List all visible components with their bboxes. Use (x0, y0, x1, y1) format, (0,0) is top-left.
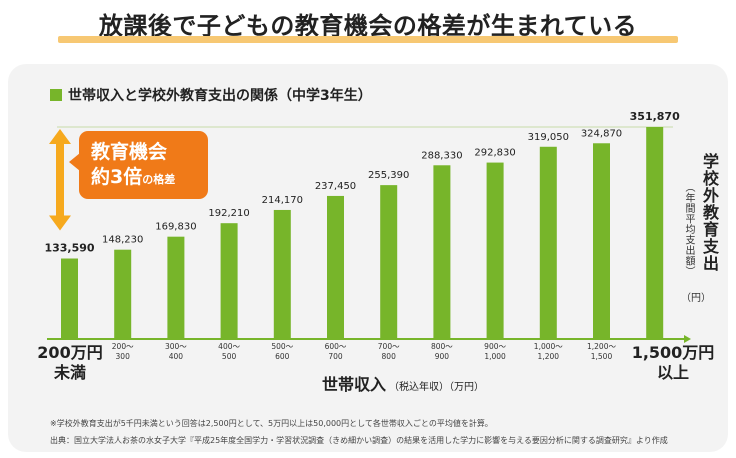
value-label-10: 324,870 (581, 128, 622, 139)
value-label-8: 292,830 (474, 148, 515, 159)
bar-1 (114, 249, 132, 339)
gap-callout: 教育機会 約3倍の格差 (69, 131, 208, 199)
title-highlight (58, 36, 678, 43)
bar-2 (167, 236, 185, 339)
tick-label-5-line1: 600～ (325, 342, 347, 351)
x-end-left-line1: 200万円 (37, 343, 103, 362)
bar-11 (646, 127, 664, 339)
bar-7 (433, 165, 451, 339)
y-axis-unit: （円） (681, 293, 711, 304)
chart-legend: 世帯収入と学校外教育支出の関係（中学3年生） (50, 85, 372, 105)
value-label-6: 255,390 (368, 170, 409, 181)
tick-label-3-line1: 400～ (218, 342, 240, 351)
tick-label-1-line1: 200～ (112, 342, 134, 351)
tick-label-3-line2: 500 (222, 352, 237, 361)
y-axis-subtitle: （年間平均支出額） (683, 182, 694, 277)
footnote: ※学校外教育支出が5千円未満という回答は2,500円として、5万円以上は50,0… (50, 419, 493, 428)
gap-arrow-shaft (56, 143, 64, 217)
tick-label-4-line1: 500～ (271, 342, 293, 351)
callout-main: 約3倍 (91, 166, 143, 188)
bar-3 (220, 223, 238, 339)
source-note: 出典：国立大学法人お茶の水女子大学『平成25年度全国学力・学習状況調査（きめ細か… (50, 436, 668, 445)
legend-label: 世帯収入と学校外教育支出の関係（中学3年生） (68, 88, 372, 104)
tick-label-1-line2: 300 (116, 352, 131, 361)
tick-label-2-line1: 300～ (165, 342, 187, 351)
tick-label-8-line2: 1,000 (484, 352, 506, 361)
tick-label-5-line2: 700 (328, 352, 343, 361)
value-label-7: 288,330 (421, 150, 462, 161)
gap-arrow-head-bottom (49, 215, 71, 231)
value-label-2: 169,830 (155, 222, 196, 233)
tick-label-2-line2: 400 (169, 352, 184, 361)
gap-arrow-head-top (49, 129, 71, 144)
bar-4 (273, 209, 291, 339)
tick-label-7-line1: 800～ (431, 342, 453, 351)
value-label-4: 214,170 (262, 195, 303, 206)
x-axis-title-sub: （税込年収）（万円） (389, 382, 485, 393)
x-end-left-line2: 未満 (53, 363, 86, 382)
tick-label-9-line2: 1,200 (538, 352, 560, 361)
value-label-5: 237,450 (315, 181, 356, 192)
tick-label-9-line1: 1,000～ (534, 342, 563, 351)
value-label-0: 133,590 (44, 242, 94, 255)
callout-line2: 約3倍の格差 (91, 164, 208, 193)
tick-label-7-line2: 900 (435, 352, 450, 361)
bar-9 (539, 146, 557, 339)
x-axis-arrowhead (684, 335, 691, 343)
x-axis-title-main: 世帯収入 (322, 375, 387, 394)
tick-label-10-line1: 1,200～ (587, 342, 616, 351)
page-title: 放課後で子どもの教育機会の格差が生まれている (98, 12, 638, 40)
x-end-right-line1: 1,500万円 (631, 343, 715, 362)
x-end-label-right: 1,500万円 以上 (618, 343, 728, 383)
tick-label-4-line2: 600 (275, 352, 290, 361)
tick-label-6-line1: 700～ (378, 342, 400, 351)
x-end-label-left: 200万円 未満 (30, 343, 110, 383)
tick-label-6-line2: 800 (382, 352, 397, 361)
value-label-1: 148,230 (102, 235, 143, 246)
value-label-11: 351,870 (630, 110, 680, 123)
bar-8 (486, 162, 504, 339)
bar-6 (380, 185, 398, 339)
bar-5 (327, 195, 344, 339)
x-end-right-line2: 以上 (656, 363, 689, 382)
bar-0 (61, 258, 78, 339)
legend-swatch (50, 89, 62, 101)
value-label-3: 192,210 (208, 208, 249, 219)
x-axis-title: 世帯収入 （税込年収）（万円） (322, 371, 484, 395)
tick-label-8-line1: 900～ (484, 342, 506, 351)
bar-10 (593, 143, 610, 339)
tick-label-10-line2: 1,500 (591, 352, 613, 361)
value-label-9: 319,050 (528, 132, 569, 143)
callout-sub: の格差 (142, 173, 176, 186)
callout-line1: 教育機会 (91, 141, 168, 163)
y-axis-title: 学校外教育支出 (700, 153, 719, 272)
